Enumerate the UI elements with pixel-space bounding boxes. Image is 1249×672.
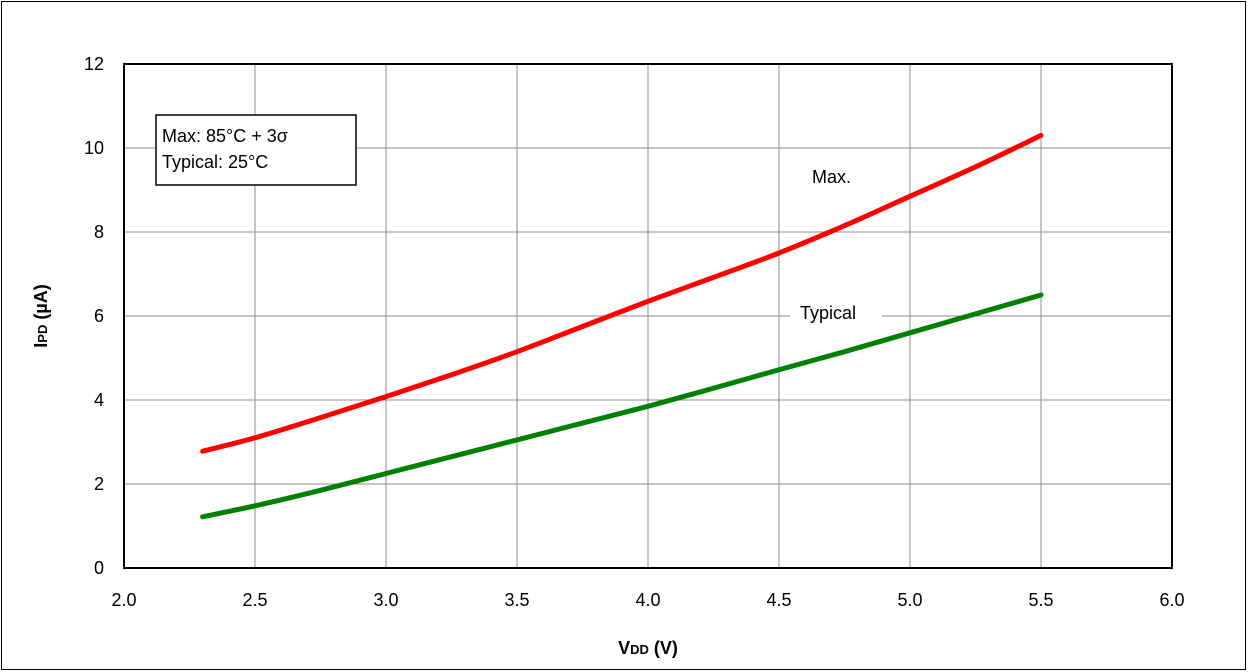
x-tick-label: 2.0	[111, 590, 136, 610]
y-axis-title: IPD (µA)	[31, 284, 51, 347]
y-tick-label: 0	[94, 558, 104, 578]
x-axis-title: VDD (V)	[618, 638, 678, 658]
legend-line-2: Typical: 25°C	[162, 152, 268, 172]
y-tick-label: 8	[94, 222, 104, 242]
plot-area-border	[123, 63, 1173, 569]
y-tick-labels: 0 2 4 6 8 10 12	[84, 54, 104, 578]
y-tick-label: 4	[94, 390, 104, 410]
y-axis-title-main: I	[31, 343, 51, 348]
x-axis-title-unit: (V)	[649, 638, 678, 658]
series-group	[200, 132, 1044, 520]
x-tick-label: 3.5	[504, 590, 529, 610]
series-line-typical	[200, 292, 1044, 520]
y-tick-label: 2	[94, 474, 104, 494]
x-axis-title-main: V	[618, 638, 630, 658]
y-tick-label: 6	[94, 306, 104, 326]
x-tick-label: 4.0	[635, 590, 660, 610]
x-axis-title-sub: DD	[630, 642, 649, 657]
x-tick-label: 5.0	[897, 590, 922, 610]
y-axis-title-unit: (µA)	[31, 284, 51, 324]
y-axis-title-sub: PD	[35, 325, 50, 343]
series-label-typical-bg	[790, 298, 882, 324]
x-tick-label: 5.5	[1028, 590, 1053, 610]
series-label-max: Max.	[812, 167, 851, 187]
legend-line-1: Max: 85°C + 3σ	[162, 126, 288, 146]
x-tick-label: 2.5	[242, 590, 267, 610]
series-label-typical: Typical	[800, 303, 856, 323]
legend-box	[155, 114, 357, 186]
y-tick-label: 10	[84, 138, 104, 158]
series-line-max	[200, 132, 1044, 454]
x-tick-label: 6.0	[1159, 590, 1184, 610]
x-tick-label: 3.0	[373, 590, 398, 610]
y-tick-label: 12	[84, 54, 104, 74]
x-tick-labels: 2.0 2.5 3.0 3.5 4.0 4.5 5.0 5.5 6.0	[111, 590, 1184, 610]
x-tick-label: 4.5	[766, 590, 791, 610]
